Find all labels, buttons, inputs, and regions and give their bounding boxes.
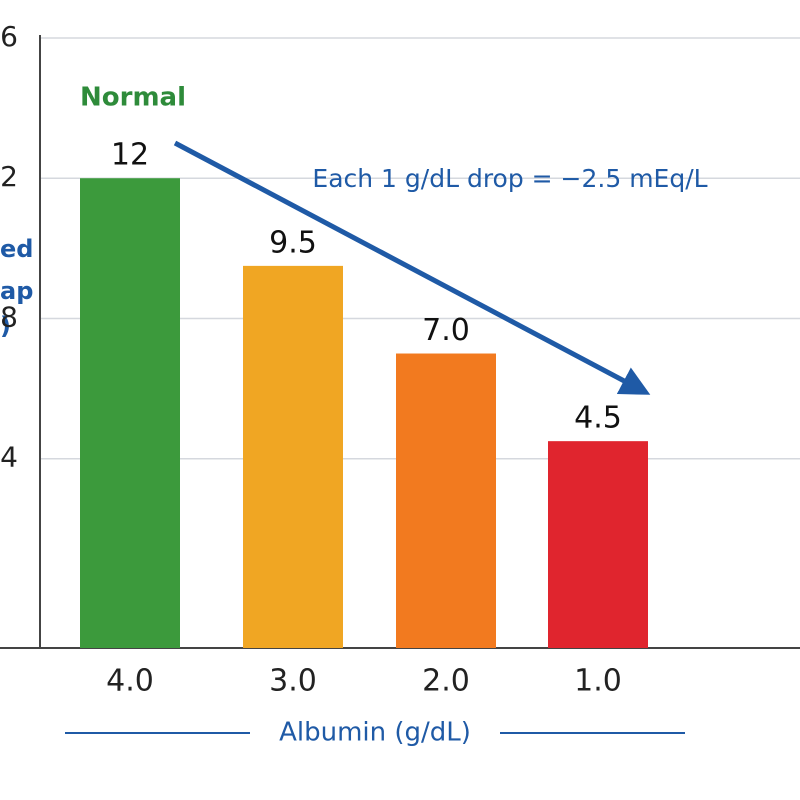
value-label: 12	[111, 138, 149, 173]
annotation: Normal	[80, 83, 186, 113]
x-label: Albumin (g/dL)	[279, 718, 471, 748]
y-tick-label: 8	[0, 300, 18, 333]
bar	[548, 441, 648, 648]
y-tick-label: 16	[0, 20, 18, 53]
x-tick-label: 4.0	[106, 664, 154, 699]
bar	[396, 353, 496, 648]
annotation: Each 1 g/dL drop = −2.5 mEq/L	[312, 164, 707, 193]
x-tick-label: 2.0	[422, 664, 470, 699]
x-tick-label: 1.0	[574, 664, 622, 699]
trend-arrow	[173, 140, 651, 395]
y-label: ap	[0, 277, 33, 305]
value-label: 9.5	[269, 225, 317, 260]
x-tick-label: 3.0	[269, 664, 317, 699]
y-tick-label: 12	[0, 160, 18, 193]
value-label: 4.5	[574, 401, 622, 436]
bar	[80, 178, 180, 648]
y-label: ed	[0, 235, 33, 263]
bar	[243, 265, 343, 648]
value-label: 7.0	[422, 313, 470, 348]
y-label: )	[0, 312, 11, 340]
y-tick-label: 4	[0, 441, 18, 474]
